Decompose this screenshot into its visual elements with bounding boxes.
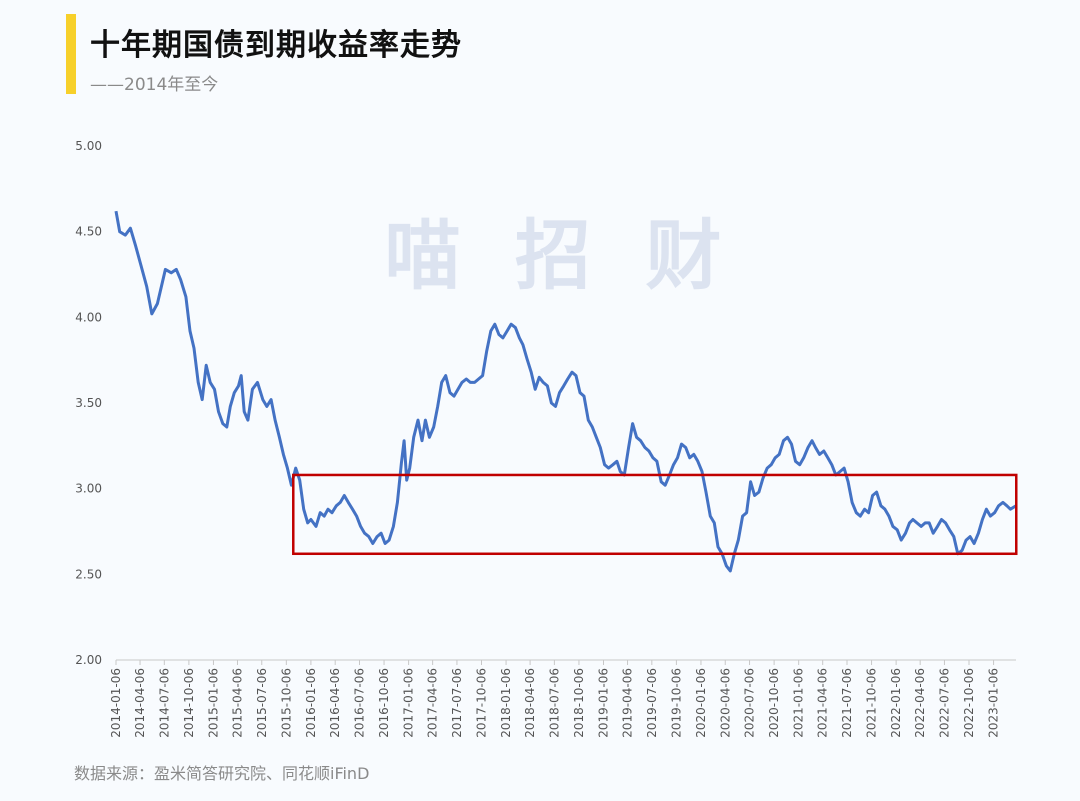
x-tick-label: 2020-01-06 (694, 668, 708, 738)
x-tick-label: 2019-10-06 (669, 668, 683, 738)
x-tick-label: 2019-01-06 (597, 668, 611, 738)
x-tick-label: 2017-04-06 (426, 668, 440, 738)
highlight-box (292, 473, 1018, 556)
title-accent-bar (66, 14, 76, 94)
x-tick-label: 2016-01-06 (304, 668, 318, 738)
x-tick-label: 2016-07-06 (352, 668, 366, 738)
page-subtitle: ——2014年至今 (90, 75, 219, 95)
x-tick-label: 2015-07-06 (255, 668, 269, 738)
x-tick-label: 2023-01-06 (987, 668, 1001, 738)
data-source: 数据来源：盈米简答研究院、同花顺iFinD (74, 764, 370, 783)
x-axis: 2014-01-06 2014-04-06 2014-07-06 2014-10-06… (109, 660, 1001, 738)
x-tick-label: 2020-10-06 (767, 668, 781, 738)
series-line (114, 210, 1017, 573)
x-tick-label: 2016-04-06 (328, 668, 342, 738)
x-tick-label: 2014-07-06 (157, 668, 171, 738)
y-tick-label: 3.00 (75, 482, 102, 496)
x-tick-label: 2018-07-06 (547, 668, 561, 738)
x-tick-label: 2014-01-06 (109, 668, 123, 738)
y-tick-label: 4.00 (75, 310, 102, 324)
x-tick-label: 2017-07-06 (450, 668, 464, 738)
x-tick-label: 2015-04-06 (230, 668, 244, 738)
x-tick-label: 2022-10-06 (962, 668, 976, 738)
x-tick-label: 2017-01-06 (402, 668, 416, 738)
x-tick-label: 2019-04-06 (621, 668, 635, 738)
x-tick-label: 2015-01-06 (206, 668, 220, 738)
y-tick-label: 5.00 (75, 139, 102, 153)
x-tick-label: 2019-07-06 (645, 668, 659, 738)
x-tick-label: 2020-04-06 (718, 668, 732, 738)
x-tick-label: 2014-04-06 (133, 668, 147, 738)
x-tick-label: 2022-01-06 (889, 668, 903, 738)
y-tick-label: 2.00 (75, 653, 102, 667)
x-tick-label: 2021-10-06 (865, 668, 879, 738)
x-tick-label: 2021-01-06 (792, 668, 806, 738)
page-title: 十年期国债到期收益率走势 (90, 28, 462, 63)
y-axis: 5.00 4.50 4.00 3.50 3.00 2.50 2.00 (75, 139, 102, 667)
x-tick-label: 2022-04-06 (913, 668, 927, 738)
x-tick-label: 2017-10-06 (474, 668, 488, 738)
x-tick-label: 2014-10-06 (182, 668, 196, 738)
x-tick-label: 2015-10-06 (279, 668, 293, 738)
y-tick-label: 2.50 (75, 567, 102, 581)
x-tick-label: 2018-04-06 (523, 668, 537, 738)
x-tick-label: 2021-07-06 (840, 668, 854, 738)
watermark: 喵 招 财 (385, 211, 736, 300)
x-tick-label: 2020-07-06 (743, 668, 757, 738)
x-tick-label: 2022-07-06 (937, 668, 951, 738)
x-tick-label: 2018-01-06 (499, 668, 513, 738)
x-tick-label: 2018-10-06 (572, 668, 586, 738)
x-tick-label: 2021-04-06 (816, 668, 830, 738)
y-tick-label: 4.50 (75, 225, 102, 239)
y-tick-label: 3.50 (75, 396, 102, 410)
x-tick-label: 2016-10-06 (377, 668, 391, 738)
